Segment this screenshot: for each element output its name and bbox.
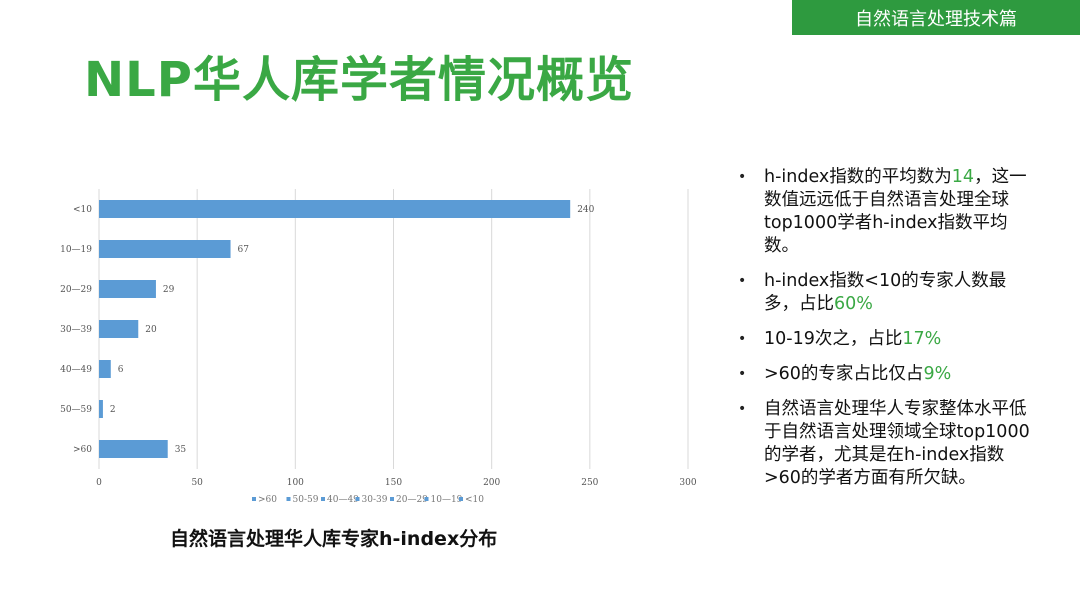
page-title: NLP华人库学者情况概览 bbox=[84, 52, 634, 108]
x-tick-label: 100 bbox=[287, 478, 304, 488]
bullet-text: >60的专家占比仅占 bbox=[764, 364, 924, 384]
y-tick-label: 20—29 bbox=[60, 285, 92, 295]
x-tick-label: 0 bbox=[96, 478, 102, 488]
data-label: 240 bbox=[577, 205, 594, 215]
legend-entry: 40—49 bbox=[327, 495, 359, 505]
bar bbox=[99, 280, 156, 298]
bullet-item: h-index指数<10的专家人数最多，占比60% bbox=[738, 270, 1038, 316]
legend-marker bbox=[390, 497, 394, 501]
legend-entry: 50-59 bbox=[293, 495, 319, 505]
bullet-text: h-index指数<10的专家人数最多，占比 bbox=[764, 271, 1007, 314]
x-tick-label: 50 bbox=[191, 478, 203, 488]
bullet-text: h-index指数的平均数为 bbox=[764, 167, 952, 187]
bullet-text: ，这一数值远远低于自然语言处理全球top1000学者h-index指数平均数。 bbox=[764, 167, 1027, 256]
y-tick-label: 30—39 bbox=[60, 325, 92, 335]
data-label: 29 bbox=[163, 285, 175, 295]
bar bbox=[99, 320, 139, 338]
chart-caption: 自然语言处理华人库专家h-index分布 bbox=[170, 528, 498, 550]
legend-entry: 30-39 bbox=[362, 495, 388, 505]
data-label: 20 bbox=[145, 325, 157, 335]
bar bbox=[99, 400, 103, 418]
x-tick-label: 150 bbox=[385, 478, 402, 488]
x-tick-label: 300 bbox=[679, 478, 696, 488]
data-label: 67 bbox=[238, 245, 250, 255]
bar bbox=[99, 200, 571, 218]
highlight-value: 9% bbox=[923, 364, 952, 384]
legend-marker bbox=[355, 497, 360, 501]
bullet-item: >60的专家占比仅占9% bbox=[738, 363, 1038, 386]
legend-marker bbox=[252, 497, 256, 501]
x-tick-label: 200 bbox=[483, 478, 500, 488]
bullet-item: h-index指数的平均数为14，这一数值远远低于自然语言处理全球top1000… bbox=[738, 166, 1038, 258]
y-tick-label: 40—49 bbox=[60, 365, 92, 375]
bullet-text: 10-19次之，占比 bbox=[764, 329, 903, 349]
legend-entry: <10 bbox=[465, 495, 484, 505]
section-tag: 自然语言处理技术篇 bbox=[792, 0, 1080, 35]
data-label: 2 bbox=[110, 405, 116, 415]
bullet-text: 自然语言处理华人专家整体水平低于自然语言处理领域全球top1000的学者，尤其是… bbox=[764, 399, 1030, 488]
x-tick-label: 250 bbox=[581, 478, 598, 488]
highlight-value: 60% bbox=[834, 294, 873, 314]
bullet-item: 10-19次之，占比17% bbox=[738, 328, 1038, 351]
legend-entry: 20—29 bbox=[396, 495, 428, 505]
y-tick-label: <10 bbox=[73, 205, 92, 215]
bullet-item: 自然语言处理华人专家整体水平低于自然语言处理领域全球top1000的学者，尤其是… bbox=[738, 398, 1038, 490]
bar bbox=[99, 360, 111, 378]
highlight-value: 14 bbox=[951, 167, 975, 187]
legend-marker bbox=[459, 497, 463, 501]
bar bbox=[99, 240, 231, 258]
data-label: 6 bbox=[118, 365, 124, 375]
highlight-value: 17% bbox=[902, 329, 942, 349]
bullet-list: h-index指数的平均数为14，这一数值远远低于自然语言处理全球top1000… bbox=[738, 166, 1038, 502]
data-label: 35 bbox=[175, 445, 187, 455]
legend-marker bbox=[321, 497, 325, 501]
legend-entry: >60 bbox=[258, 495, 277, 505]
y-tick-label: >60 bbox=[73, 445, 92, 455]
legend-entry: 10—19 bbox=[431, 495, 463, 505]
legend-marker bbox=[424, 497, 429, 501]
y-tick-label: 10—19 bbox=[60, 245, 92, 255]
legend-marker bbox=[286, 497, 291, 501]
y-tick-label: 50—59 bbox=[60, 405, 92, 415]
bar bbox=[99, 440, 168, 458]
